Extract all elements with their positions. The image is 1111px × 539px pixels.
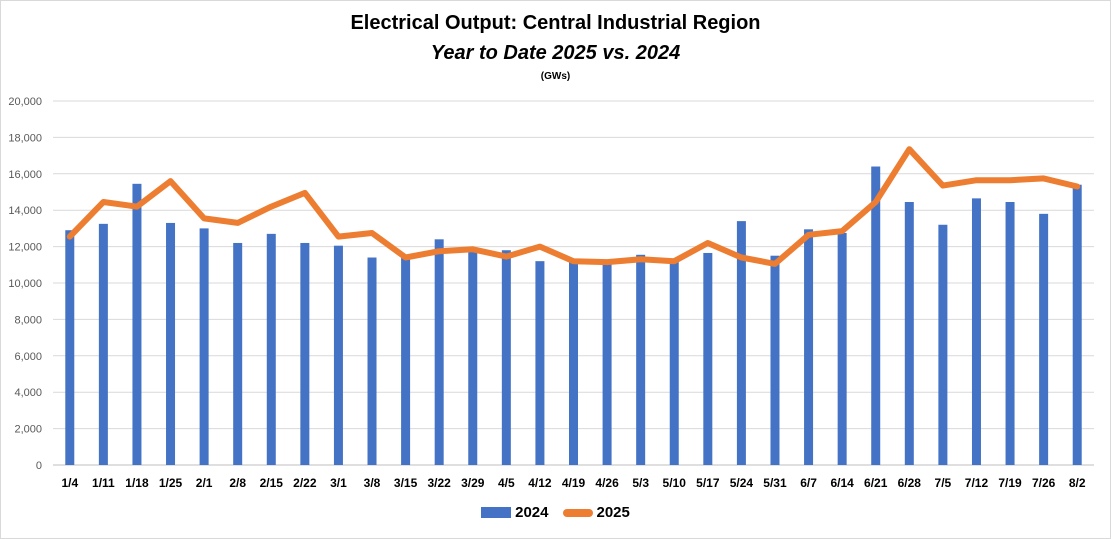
legend-item-2025[interactable]: 2025 bbox=[562, 504, 630, 521]
x-tick-label: 6/7 bbox=[800, 476, 817, 490]
x-tick-label: 1/25 bbox=[159, 476, 183, 490]
x-tick-label: 1/11 bbox=[92, 476, 115, 490]
bar-2024 bbox=[501, 250, 511, 465]
bar-2024 bbox=[871, 166, 881, 465]
y-tick-label: 2,000 bbox=[14, 424, 42, 436]
bar-2024 bbox=[971, 198, 981, 465]
x-tick-label: 2/8 bbox=[229, 476, 246, 490]
x-tick-label: 7/26 bbox=[1032, 476, 1056, 490]
bar-2024 bbox=[434, 239, 444, 465]
x-tick-label: 3/8 bbox=[364, 476, 381, 490]
bar-2024 bbox=[904, 202, 914, 465]
x-tick-label: 7/12 bbox=[965, 476, 989, 490]
x-axis-ticks: 1/4 1/11 1/18 1/25 2/1 2/8 2/15 2/22 3/1 3/8 3/15 3… bbox=[61, 476, 1085, 490]
bar-2024 bbox=[98, 223, 108, 465]
bar-2024 bbox=[770, 255, 780, 465]
x-tick-label: 5/17 bbox=[696, 476, 720, 490]
x-tick-label: 1/4 bbox=[61, 476, 78, 490]
x-tick-label: 5/3 bbox=[632, 476, 649, 490]
bar-2024 bbox=[636, 254, 646, 465]
y-tick-label: 16,000 bbox=[8, 169, 42, 181]
legend-label-2025: 2025 bbox=[596, 504, 630, 521]
x-tick-label: 2/15 bbox=[260, 476, 284, 490]
unit-note: (GWs) bbox=[540, 71, 571, 82]
bar-2024 bbox=[65, 230, 75, 465]
legend-swatch-2025 bbox=[562, 508, 593, 517]
bar-2024 bbox=[333, 245, 343, 465]
chart-title: Electrical Output: Central Industrial Re… bbox=[350, 12, 761, 34]
bar-2024 bbox=[132, 183, 142, 465]
y-tick-label: 12,000 bbox=[8, 242, 42, 254]
bar-2024 bbox=[1072, 184, 1082, 465]
y-axis-ticks: 0 2,000 4,000 6,000 8,000 10,000 12,000 14,000 1… bbox=[8, 96, 42, 472]
series-2025-line bbox=[66, 146, 1081, 267]
x-tick-label: 3/22 bbox=[427, 476, 451, 490]
bar-2024 bbox=[804, 229, 814, 465]
bar-2024 bbox=[669, 259, 679, 465]
x-tick-label: 5/10 bbox=[663, 476, 687, 490]
bar-2024 bbox=[166, 222, 176, 465]
y-tick-label: 4,000 bbox=[14, 387, 42, 399]
x-tick-label: 4/19 bbox=[562, 476, 586, 490]
bar-2024 bbox=[569, 259, 578, 465]
x-tick-label: 6/28 bbox=[898, 476, 922, 490]
bar-2024 bbox=[736, 221, 746, 465]
legend: 2024 2025 bbox=[0, 504, 1111, 521]
x-tick-label: 4/26 bbox=[595, 476, 619, 490]
x-tick-label: 8/2 bbox=[1069, 476, 1086, 490]
legend-label-2024: 2024 bbox=[515, 504, 549, 521]
x-tick-label: 7/19 bbox=[998, 476, 1022, 490]
chart-subtitle: Year to Date 2025 vs. 2024 bbox=[430, 42, 681, 64]
x-tick-label: 3/15 bbox=[394, 476, 418, 490]
y-tick-label: 10,000 bbox=[8, 278, 42, 290]
bar-2024 bbox=[266, 233, 276, 465]
x-tick-label: 7/5 bbox=[935, 476, 952, 490]
x-tick-label: 6/21 bbox=[864, 476, 888, 490]
y-tick-label: 20,000 bbox=[8, 96, 42, 108]
series-2024-bars bbox=[65, 166, 1082, 465]
x-tick-label: 5/31 bbox=[763, 476, 787, 490]
legend-swatch-2024 bbox=[481, 507, 512, 518]
line-2025 bbox=[66, 146, 1081, 267]
bar-2024 bbox=[837, 232, 847, 465]
bar-2024 bbox=[602, 261, 612, 465]
x-tick-label: 4/12 bbox=[528, 476, 552, 490]
y-tick-label: 18,000 bbox=[8, 132, 42, 144]
bar-2024 bbox=[468, 250, 478, 465]
y-tick-label: 8,000 bbox=[14, 314, 42, 326]
bar-2024 bbox=[938, 224, 948, 465]
bar-2024 bbox=[367, 257, 377, 465]
bar-2024 bbox=[703, 252, 713, 465]
y-tick-label: 14,000 bbox=[8, 205, 42, 217]
bar-2024 bbox=[401, 257, 411, 465]
x-tick-label: 1/18 bbox=[125, 476, 149, 490]
bar-2024 bbox=[1039, 213, 1049, 465]
x-tick-label: 2/22 bbox=[293, 476, 317, 490]
x-tick-label: 3/29 bbox=[461, 476, 485, 490]
bar-2024 bbox=[233, 242, 243, 465]
y-tick-label: 6,000 bbox=[14, 351, 42, 363]
bar-2024 bbox=[199, 228, 209, 465]
legend-item-2024[interactable]: 2024 bbox=[481, 504, 549, 521]
bar-2024 bbox=[300, 242, 310, 465]
bar-2024 bbox=[1005, 202, 1015, 465]
x-tick-label: 2/1 bbox=[196, 476, 213, 490]
y-tick-label: 0 bbox=[36, 460, 42, 472]
x-tick-label: 3/1 bbox=[330, 476, 347, 490]
bar-2024 bbox=[535, 261, 545, 465]
x-tick-label: 5/24 bbox=[730, 476, 754, 490]
x-tick-label: 4/5 bbox=[498, 476, 515, 490]
x-tick-label: 6/14 bbox=[830, 476, 854, 490]
